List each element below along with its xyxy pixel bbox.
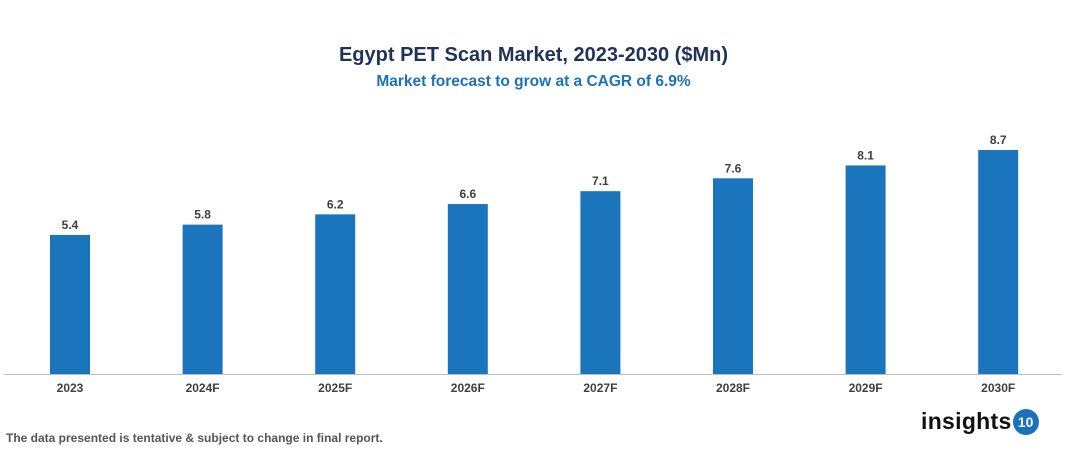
x-tick-label-2023: 2023 (57, 381, 84, 395)
data-label-2026F: 6.6 (459, 187, 476, 201)
bar-2030F (978, 149, 1019, 374)
bar-2026F (447, 204, 488, 374)
chart-subtitle: Market forecast to grow at a CAGR of 6.9… (376, 73, 691, 90)
x-tick-label-2026F: 2026F (451, 381, 485, 395)
data-label-2025F: 6.2 (327, 197, 344, 211)
x-tick-label-2025F: 2025F (318, 381, 352, 395)
x-tick-label-2030F: 2030F (981, 381, 1015, 395)
data-label-2023: 5.4 (62, 218, 79, 232)
bar-2029F (845, 165, 886, 374)
bar-2023 (50, 234, 90, 374)
data-label-2028F: 7.6 (725, 161, 742, 175)
data-label-2024F: 5.8 (194, 208, 211, 222)
data-label-2029F: 8.1 (857, 148, 874, 162)
logo-text: insights (921, 408, 1012, 434)
x-tick-label-2028F: 2028F (716, 381, 750, 395)
logo-badge: 10 (1012, 408, 1039, 435)
bar-2025F (315, 214, 356, 374)
chart-title: Egypt PET Scan Market, 2023-2030 ($Mn) (338, 44, 729, 66)
data-label-2027F: 7.1 (592, 174, 609, 188)
x-tick-label-2024F: 2024F (186, 381, 220, 395)
x-tick-label-2029F: 2029F (849, 381, 883, 395)
bar-2024F (182, 224, 223, 374)
x-tick-label-2027F: 2027F (583, 381, 617, 395)
insights10-logo: insights 10 (921, 408, 1039, 435)
bar-2027F (580, 191, 621, 374)
disclaimer-note: The data presented is tentative & subjec… (6, 431, 383, 445)
data-label-2030F: 8.7 (990, 133, 1007, 147)
bar-2028F (713, 178, 753, 374)
